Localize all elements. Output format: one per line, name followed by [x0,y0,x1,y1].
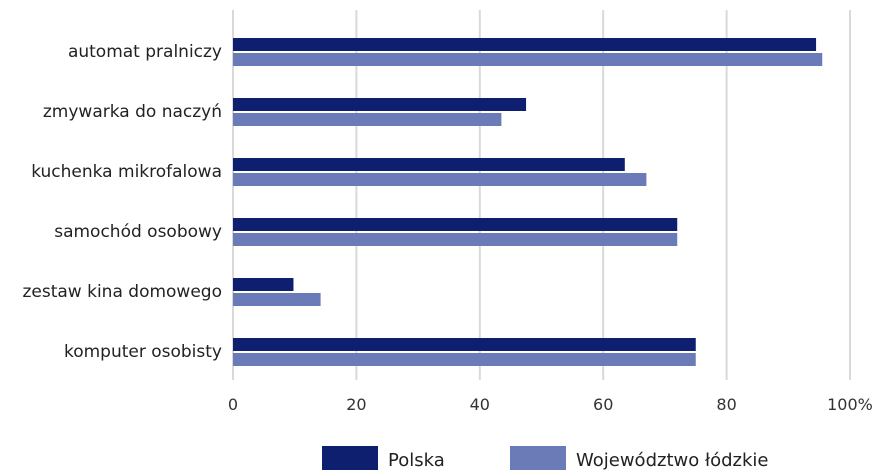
x-tick-label-40: 40 [470,395,490,414]
bar-wojewodztwo-2 [233,173,647,186]
bar-polska-4 [233,278,294,291]
x-tick-label-20: 20 [346,395,366,414]
bar-wojewodztwo-1 [233,113,502,126]
gridlines [232,10,851,380]
bar-polska-3 [233,218,678,231]
x-axis-ticks: 0 20 40 60 80 100% [228,395,873,414]
legend-swatch-wojewodztwo [510,446,566,470]
bar-wojewodztwo-3 [233,233,678,246]
legend-label-wojewodztwo: Województwo łódzkie [576,450,768,470]
bar-polska-2 [233,158,625,171]
category-label-3: samochód osobowy [54,222,222,242]
bars [233,38,823,366]
category-label-2: kuchenka mikrofalowa [31,162,222,182]
x-tick-label-0: 0 [228,395,238,414]
x-tick-label-60: 60 [593,395,613,414]
bar-wojewodztwo-0 [233,53,823,66]
legend-swatch-polska [322,446,378,470]
x-tick-label-80: 80 [716,395,736,414]
bar-polska-0 [233,38,817,51]
category-label-1: zmywarka do naczyń [43,102,222,122]
bar-polska-5 [233,338,696,351]
category-label-4: zestaw kina domowego [22,282,222,302]
category-labels: automat pralniczy zmywarka do naczyń kuche… [22,42,222,362]
legend-label-polska: Polska [388,450,445,470]
category-label-5: komputer osobisty [64,342,222,362]
bar-wojewodztwo-5 [233,353,696,366]
bar-polska-1 [233,98,527,111]
x-tick-label-100: 100% [827,395,873,414]
bar-wojewodztwo-4 [233,293,321,306]
legend: Polska Województwo łódzkie [322,446,768,470]
category-label-0: automat pralniczy [68,42,222,62]
